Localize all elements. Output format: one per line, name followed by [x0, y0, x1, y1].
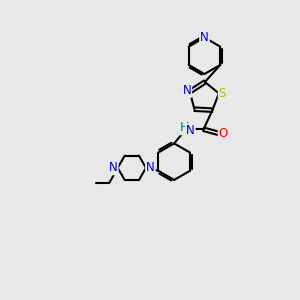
Text: N: N — [109, 161, 118, 174]
Text: N: N — [182, 84, 191, 97]
Text: H: H — [180, 121, 189, 134]
Text: O: O — [219, 127, 228, 140]
Text: N: N — [146, 161, 155, 174]
Text: N: N — [200, 31, 209, 44]
Text: S: S — [219, 87, 226, 100]
Text: N: N — [186, 124, 195, 137]
